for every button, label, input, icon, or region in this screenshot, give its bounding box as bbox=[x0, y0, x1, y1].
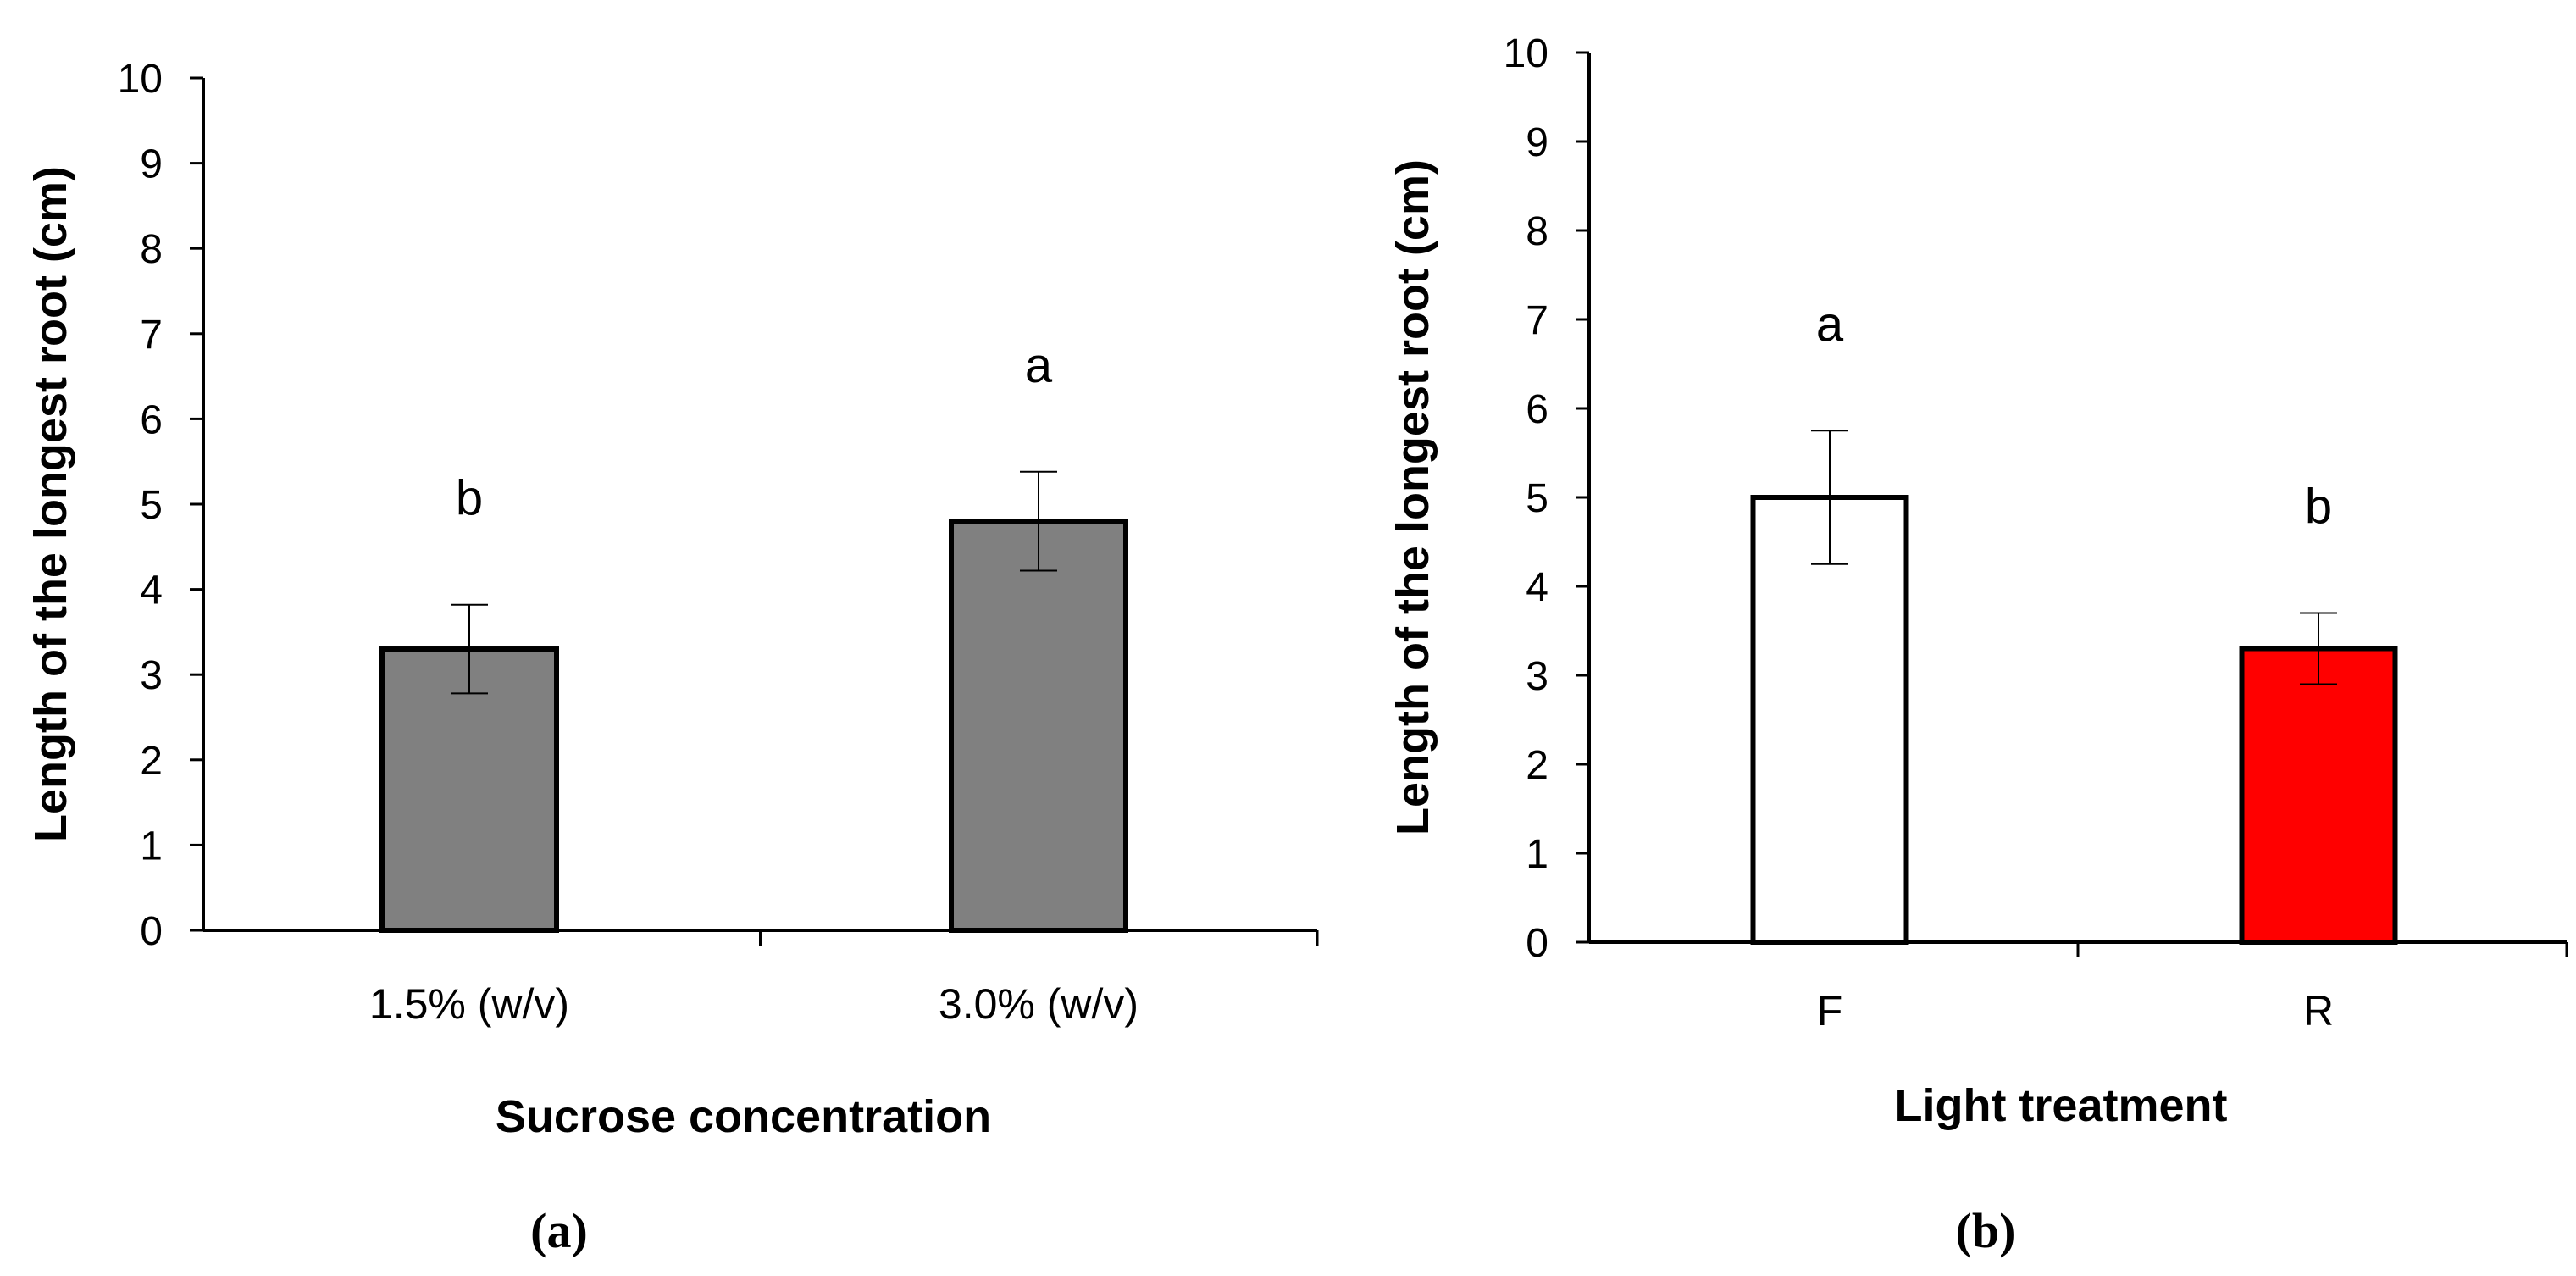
chart-panel-b: a Fb R 0 1 2 3 4 5 6 7 8 9 10 Length of the longest ro… bbox=[1388, 31, 2568, 1258]
significance-label: b bbox=[456, 471, 483, 526]
y-tick-label: 2 bbox=[140, 739, 163, 784]
y-tick-label: 5 bbox=[140, 483, 163, 528]
error-bar bbox=[1020, 470, 1057, 572]
bar bbox=[1750, 495, 1909, 945]
x-tick-label: 3.0% (w/v) bbox=[939, 980, 1138, 1028]
y-tick-label: 4 bbox=[1526, 565, 1548, 610]
y-tick-label: 7 bbox=[140, 313, 163, 358]
y-tick-label: 6 bbox=[140, 397, 163, 442]
y-tick-label: 8 bbox=[1526, 209, 1548, 254]
significance-label: a bbox=[1025, 338, 1053, 393]
y-axis-title: Length of the longest root (cm) bbox=[25, 166, 76, 842]
y-tick-label: 3 bbox=[140, 653, 163, 698]
x-tick-label: R bbox=[2303, 987, 2334, 1035]
y-tick-label: 1 bbox=[140, 824, 163, 868]
error-bar bbox=[451, 603, 488, 695]
bar bbox=[2239, 646, 2398, 945]
y-tick-label: 9 bbox=[140, 142, 163, 187]
y-tick-label: 0 bbox=[140, 909, 163, 954]
chart-panel-a: b 1.5% (w/v) a 3.0% (w/v) 0 1 2 3 4 5 6 7 8 9 10 Length… bbox=[25, 57, 1319, 1258]
panel-label: (b) bbox=[1956, 1203, 2016, 1258]
significance-label: b bbox=[2305, 480, 2332, 535]
y-tick-label: 10 bbox=[118, 57, 163, 102]
bar bbox=[949, 519, 1128, 933]
y-tick-label: 1 bbox=[1526, 832, 1548, 877]
y-axis-title: Length of the longest root (cm) bbox=[1388, 159, 1438, 835]
error-bar bbox=[1811, 430, 1848, 565]
y-tick-label: 3 bbox=[1526, 654, 1548, 699]
y-tick-label: 4 bbox=[140, 569, 163, 613]
y-tick-label: 7 bbox=[1526, 298, 1548, 343]
panel-label: (a) bbox=[530, 1203, 588, 1258]
y-tick-label: 0 bbox=[1526, 921, 1548, 966]
x-axis-title: Sucrose concentration bbox=[496, 1091, 991, 1142]
y-tick-label: 8 bbox=[140, 227, 163, 272]
y-tick-label: 6 bbox=[1526, 387, 1548, 432]
y-tick-label: 2 bbox=[1526, 743, 1548, 788]
x-axis-title: Light treatment bbox=[1894, 1080, 2227, 1131]
significance-label: a bbox=[1816, 297, 1844, 352]
y-tick-label: 5 bbox=[1526, 476, 1548, 521]
bar bbox=[379, 646, 559, 934]
y-tick-label: 9 bbox=[1526, 120, 1548, 165]
x-tick-label: 1.5% (w/v) bbox=[369, 980, 569, 1028]
y-tick-label: 10 bbox=[1504, 31, 1548, 76]
x-tick-label: F bbox=[1817, 987, 1843, 1035]
error-bar bbox=[2300, 612, 2337, 685]
